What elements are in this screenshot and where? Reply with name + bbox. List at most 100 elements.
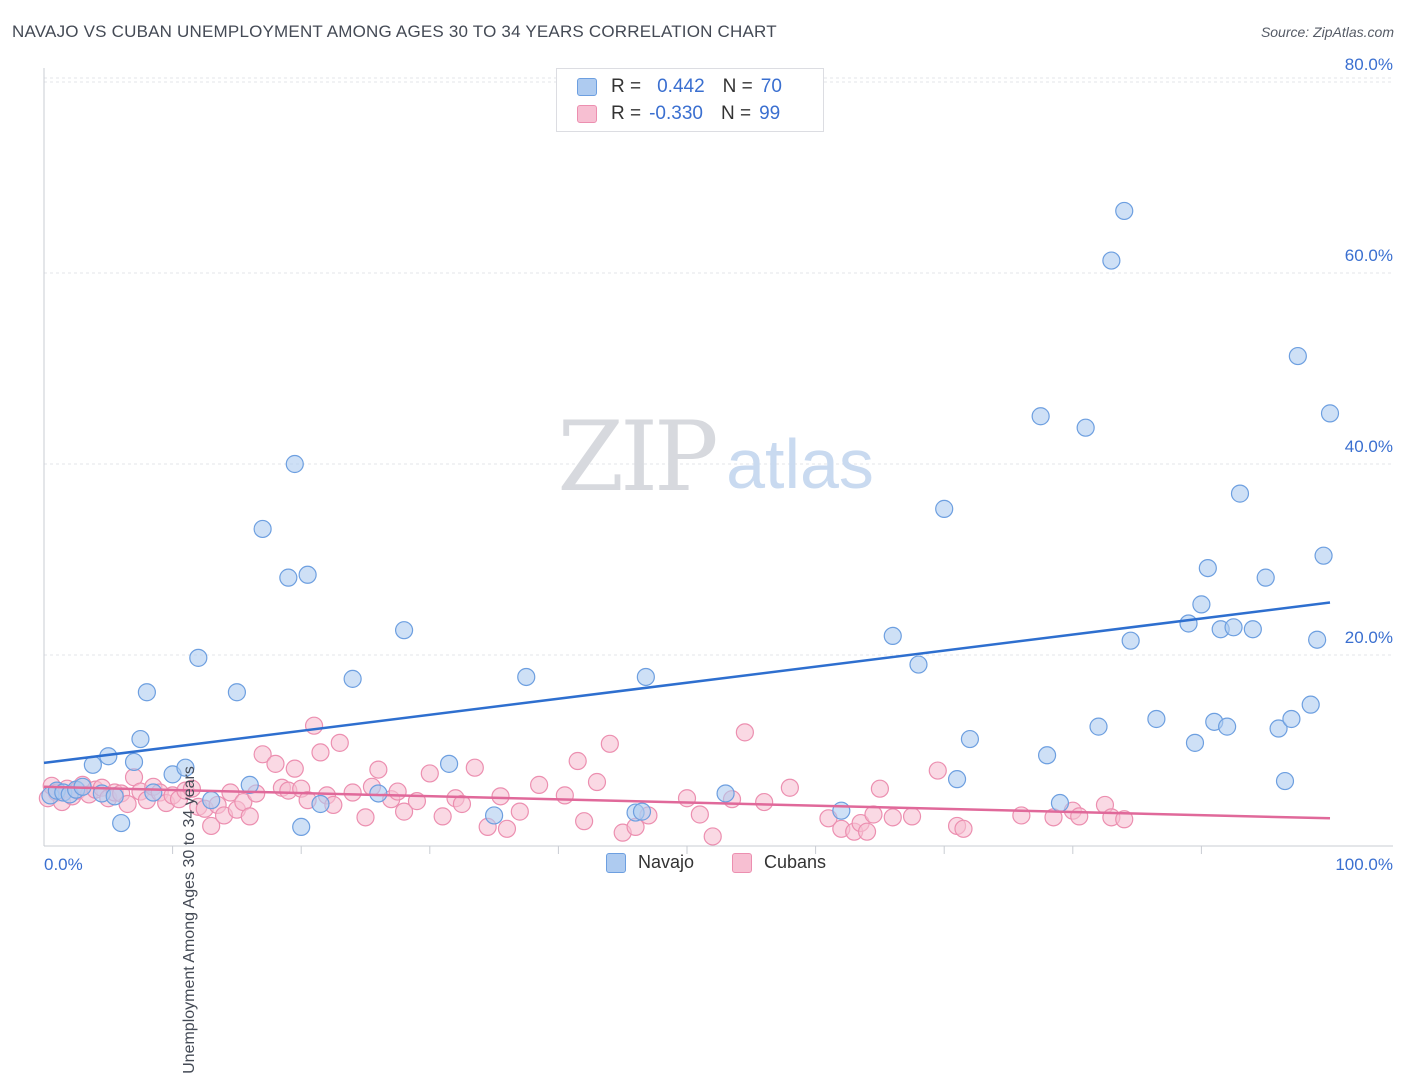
grid-lines xyxy=(44,77,1393,656)
cubans-point xyxy=(491,787,510,806)
navajo-point xyxy=(285,454,304,474)
navajo-point xyxy=(716,784,735,803)
navajo-point xyxy=(105,787,124,806)
navajo-point xyxy=(935,499,954,518)
navajo-point xyxy=(1050,793,1070,813)
navajo-trend-line xyxy=(43,601,1331,765)
cubans-point xyxy=(870,779,890,798)
cubans-point xyxy=(420,764,439,783)
cubans-point xyxy=(677,789,697,808)
cubans-point xyxy=(780,778,799,797)
cubans-point xyxy=(253,745,272,764)
navajo-point xyxy=(1037,746,1057,765)
trend-lines xyxy=(43,601,1331,820)
navajo-point xyxy=(947,770,967,789)
cubans-point xyxy=(343,783,362,802)
cubans-point xyxy=(356,808,375,827)
navajo-r-value: 0.442 xyxy=(657,76,705,97)
navajo-point xyxy=(292,817,311,837)
cubans-point xyxy=(530,775,549,794)
navajo-point xyxy=(298,565,317,584)
chart-title: NAVAJO VS CUBAN UNEMPLOYMENT AMONG AGES … xyxy=(12,22,777,41)
navajo-point xyxy=(131,729,150,749)
navajo-point xyxy=(485,806,504,825)
navajo-point xyxy=(632,802,652,821)
navajo-point xyxy=(1288,346,1307,366)
legend-item-navajo[interactable]: Navajo xyxy=(606,852,694,873)
navajo-point xyxy=(636,667,655,687)
y-tick-label: 60.0% xyxy=(1345,246,1393,265)
navajo-point xyxy=(1218,717,1237,736)
axes xyxy=(43,68,1393,854)
cubans-point xyxy=(703,827,722,846)
navajo-point xyxy=(1320,404,1340,423)
cubans-point xyxy=(587,772,607,792)
x-tick-label-max: 100.0% xyxy=(1335,855,1393,874)
navajo-r-label: R = xyxy=(611,76,642,97)
cubans-point xyxy=(864,805,883,824)
navajo-point xyxy=(1031,407,1050,426)
cubans-point xyxy=(857,822,877,841)
scatter-chart: ZIP atlas 20.0% 40.0% 60.0% 80.0% 0.0% 100.… xyxy=(38,55,1393,874)
legend-item-cubans[interactable]: Cubans xyxy=(732,852,826,873)
watermark: ZIP atlas xyxy=(557,401,874,513)
cubans-points xyxy=(38,716,1134,846)
navajo-point xyxy=(253,519,272,539)
cubans-trend-line xyxy=(43,785,1331,820)
y-tick-labels: 20.0% 40.0% 60.0% 80.0% xyxy=(1345,55,1393,647)
cubans-point xyxy=(465,758,484,777)
cubans-point xyxy=(690,805,709,824)
cubans-point xyxy=(928,761,947,780)
navajo-point xyxy=(1185,733,1205,752)
cubans-point xyxy=(202,816,221,836)
cubans-point xyxy=(510,802,529,821)
navajo-point xyxy=(1115,201,1134,221)
cubans-point xyxy=(883,808,902,827)
navajo-point xyxy=(202,791,221,810)
cubans-point xyxy=(555,786,574,805)
y-tick-label: 80.0% xyxy=(1345,55,1393,74)
navajo-point xyxy=(1275,771,1295,791)
navajo-points xyxy=(41,201,1340,837)
cubans-point xyxy=(954,819,973,838)
navajo-n-label: N = xyxy=(722,76,753,97)
y-axis-label: Unemployment Among Ages 30 to 34 years xyxy=(180,766,198,1074)
navajo-point xyxy=(144,783,163,802)
cubans-point xyxy=(575,812,594,831)
navajo-point xyxy=(1230,484,1250,503)
navajo-point xyxy=(1308,630,1327,649)
navajo-point xyxy=(1301,695,1320,714)
navajo-point xyxy=(1076,418,1095,437)
cubans-point xyxy=(388,782,407,801)
chart-legend: Navajo Cubans xyxy=(0,852,1406,878)
navajo-point xyxy=(1102,251,1121,270)
navajo-point xyxy=(227,683,246,702)
legend-label-navajo: Navajo xyxy=(638,852,695,872)
navajo-swatch xyxy=(577,78,597,96)
navajo-point xyxy=(279,568,298,587)
cubans-point xyxy=(568,751,587,771)
cubans-r-label: R = xyxy=(611,103,642,124)
cubans-legend-swatch xyxy=(732,852,752,873)
cubans-point xyxy=(394,802,414,821)
cubans-swatch xyxy=(577,105,597,123)
navajo-point xyxy=(439,754,459,773)
cubans-n-label: N = xyxy=(720,103,752,124)
navajo-point xyxy=(909,655,928,674)
navajo-point xyxy=(369,784,388,803)
stat-row-cubans: R = -0.330 N = 99 xyxy=(577,101,780,127)
navajo-point xyxy=(176,758,195,777)
navajo-point xyxy=(189,648,208,667)
source-credit: Source: ZipAtlas.com xyxy=(1260,24,1394,40)
navajo-point xyxy=(343,669,362,688)
cubans-point xyxy=(735,723,754,742)
watermark-zip: ZIP xyxy=(557,401,716,513)
navajo-point xyxy=(112,813,131,833)
navajo-point xyxy=(1147,709,1166,729)
navajo-legend-swatch xyxy=(606,852,626,873)
cubans-point xyxy=(304,716,324,735)
navajo-point xyxy=(394,621,414,640)
cubans-n-value: 99 xyxy=(759,103,781,124)
navajo-point xyxy=(311,794,330,814)
correlation-stats-box: R = 0.442 N = 70 R = -0.330 N = 99 xyxy=(556,68,824,132)
